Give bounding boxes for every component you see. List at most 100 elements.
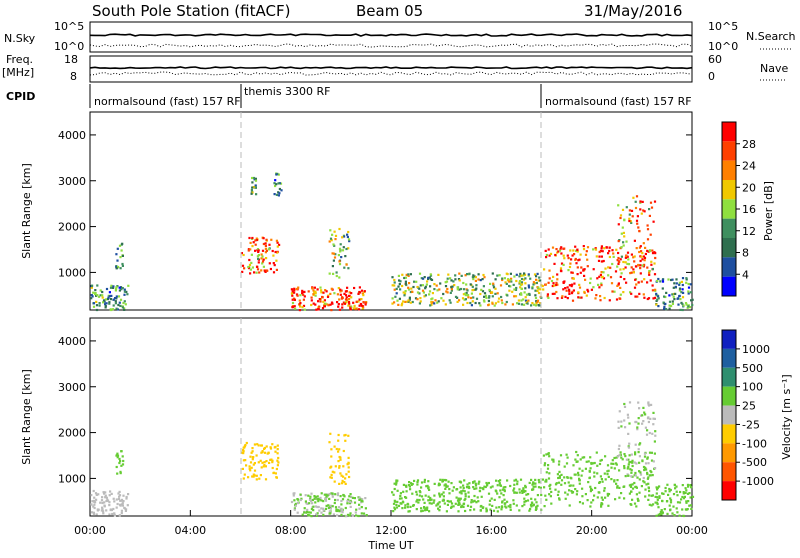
- data-cell: [123, 300, 126, 303]
- data-cell: [637, 401, 640, 404]
- data-cell: [525, 493, 528, 496]
- data-cell: [671, 293, 674, 296]
- data-cell: [578, 296, 581, 299]
- data-cell: [124, 509, 127, 512]
- data-cell: [362, 294, 365, 297]
- data-cell: [312, 289, 315, 292]
- data-cell: [328, 240, 331, 243]
- data-cell: [291, 298, 294, 301]
- colorbar-frame: [721, 329, 737, 501]
- data-cell: [487, 481, 490, 485]
- data-cell: [454, 295, 458, 298]
- data-cell: [457, 510, 460, 513]
- data-cell: [645, 483, 648, 486]
- data-cell: [687, 286, 691, 289]
- data-cell: [638, 407, 641, 410]
- data-cell: [544, 283, 547, 286]
- data-cell: [637, 281, 640, 284]
- data-cell: [440, 297, 443, 300]
- colorbar-swatch: [722, 257, 736, 277]
- data-cell: [339, 250, 342, 253]
- station-title: South Pole Station (fitACF): [92, 2, 290, 20]
- data-cell: [348, 302, 351, 305]
- data-cell: [342, 494, 345, 497]
- data-cell: [409, 488, 412, 491]
- data-cell: [257, 254, 260, 257]
- data-cell: [643, 210, 646, 213]
- nsearch-trace: [89, 43, 693, 48]
- data-cell: [251, 475, 254, 478]
- data-cell: [600, 271, 603, 274]
- data-cell: [542, 288, 545, 291]
- data-cell: [405, 490, 408, 493]
- data-cell: [435, 504, 438, 507]
- data-cell: [594, 247, 597, 250]
- data-cell: [418, 272, 422, 275]
- data-cell: [445, 484, 448, 487]
- data-cell: [110, 492, 113, 495]
- data-cell: [251, 447, 254, 450]
- data-cell: [433, 288, 436, 291]
- data-cell: [408, 298, 411, 301]
- data-cell: [578, 286, 582, 289]
- data-cell: [467, 294, 470, 297]
- data-cell: [423, 276, 426, 279]
- data-cell: [104, 306, 107, 309]
- data-cell: [458, 499, 461, 502]
- data-cell: [576, 248, 579, 251]
- data-cell: [112, 304, 115, 307]
- data-cell: [107, 296, 110, 299]
- data-cell: [659, 280, 662, 283]
- data-cell: [96, 508, 99, 511]
- data-cell: [679, 298, 682, 301]
- data-cell: [655, 492, 658, 495]
- data-cell: [423, 501, 426, 504]
- data-cell: [118, 244, 122, 247]
- data-cell: [581, 469, 584, 472]
- data-cell: [560, 296, 564, 299]
- data-cell: [274, 184, 277, 188]
- data-cell: [251, 236, 254, 240]
- data-cell: [635, 486, 638, 489]
- data-cell: [346, 235, 349, 239]
- data-cell: [458, 480, 461, 483]
- data-cell: [644, 252, 647, 256]
- data-cell: [335, 271, 338, 274]
- data-cell: [447, 480, 450, 483]
- data-cell: [617, 251, 620, 255]
- data-cell: [348, 502, 351, 505]
- data-cell: [398, 297, 401, 300]
- data-cell: [422, 277, 425, 280]
- data-cell: [517, 299, 520, 302]
- data-cell: [488, 296, 491, 299]
- data-cell: [345, 473, 348, 476]
- data-cell: [678, 287, 682, 290]
- data-cell: [603, 487, 606, 490]
- data-cell: [578, 501, 582, 504]
- data-cell: [546, 467, 550, 470]
- data-cell: [515, 279, 518, 283]
- data-cell: [579, 271, 582, 274]
- data-cell: [90, 294, 93, 297]
- data-cell: [300, 497, 303, 500]
- data-cell: [650, 471, 653, 474]
- data-cell: [449, 301, 452, 304]
- data-cell: [668, 504, 671, 507]
- data-cell: [577, 291, 580, 294]
- data-cell: [600, 505, 603, 508]
- data-cell: [537, 279, 540, 282]
- colorbar-swatch: [722, 199, 736, 219]
- data-cell: [466, 483, 469, 486]
- data-cell: [624, 426, 627, 429]
- data-cell: [323, 493, 326, 496]
- y-tick-label: 3000: [58, 175, 86, 188]
- data-cell: [460, 490, 463, 493]
- data-cell: [678, 289, 681, 292]
- data-cell: [607, 475, 610, 478]
- data-cell: [330, 309, 333, 312]
- data-cell: [261, 451, 264, 454]
- data-cell: [496, 274, 499, 277]
- data-cell: [649, 279, 652, 282]
- data-cell: [416, 480, 419, 484]
- data-cell: [625, 458, 628, 461]
